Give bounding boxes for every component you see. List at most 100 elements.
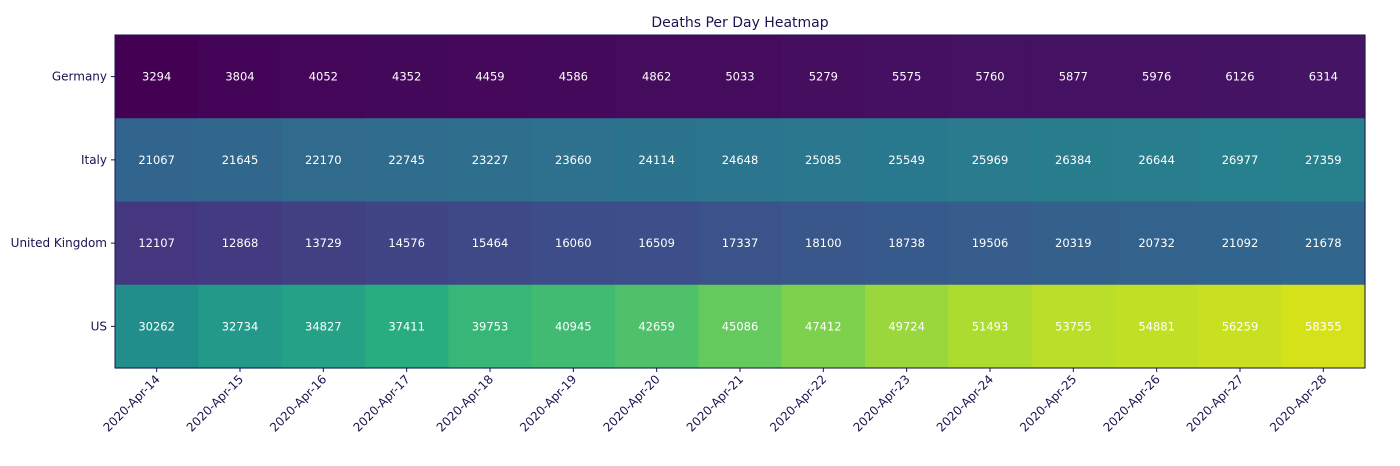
y-tick-label: Italy [81, 153, 107, 167]
cell-value-label: 20319 [1055, 236, 1092, 250]
heatmap-cell [1281, 118, 1366, 203]
heatmap-cell [781, 201, 866, 286]
heatmap-cell [365, 35, 449, 119]
cell-value-label: 5033 [725, 70, 754, 84]
cell-value-label: 21678 [1305, 236, 1342, 250]
x-tick-label: 2020-Apr-20 [600, 372, 662, 434]
heatmap-cell [1281, 35, 1366, 119]
heatmap-cell [948, 284, 1033, 369]
cell-value-label: 16060 [555, 236, 592, 250]
cell-value-label: 5976 [1142, 70, 1171, 84]
heatmap-cell [531, 35, 616, 119]
heatmap-cell [115, 284, 199, 369]
x-tick-label: 2020-Apr-15 [184, 372, 246, 434]
cell-value-label: 25549 [888, 153, 925, 167]
heatmap-cell [448, 118, 533, 203]
cell-value-label: 34827 [305, 319, 342, 333]
cell-value-label: 14576 [388, 236, 425, 250]
heatmap-cell [531, 284, 616, 369]
heatmap-cell [1198, 284, 1283, 369]
heatmap-cell [865, 35, 949, 119]
y-tick-label: US [91, 319, 107, 333]
heatmap-cell [365, 284, 449, 369]
heatmap-cell [1115, 201, 1199, 286]
heatmap-cell [1198, 35, 1283, 119]
heatmap-cell [198, 201, 283, 286]
heatmap-cell [781, 35, 866, 119]
cell-value-label: 51493 [972, 319, 1009, 333]
x-tick-label: 2020-Apr-21 [684, 372, 746, 434]
x-tick-label: 2020-Apr-18 [434, 372, 496, 434]
heatmap-cell-labels: 3294 3804 4052 4352 4459 4586 4862 5033 5279 5575… [138, 70, 1341, 334]
heatmap-cell [615, 118, 699, 203]
cell-value-label: 18100 [805, 236, 842, 250]
cell-value-label: 25969 [972, 153, 1009, 167]
x-tick-label: 2020-Apr-22 [767, 372, 829, 434]
cell-value-label: 4352 [392, 70, 421, 84]
cell-value-label: 5279 [809, 70, 838, 84]
cell-value-label: 19506 [972, 236, 1009, 250]
x-tick-label: 2020-Apr-17 [350, 372, 412, 434]
cell-value-label: 24648 [722, 153, 759, 167]
cell-value-label: 4862 [642, 70, 671, 84]
y-axis: Germany Italy United Kingdom US [11, 70, 115, 333]
cell-value-label: 23227 [472, 153, 509, 167]
heatmap-cell [1281, 201, 1366, 286]
heatmap-cell [698, 35, 783, 119]
cell-value-label: 32734 [222, 319, 259, 333]
heatmap-cell [448, 284, 533, 369]
cell-value-label: 13729 [305, 236, 342, 250]
cell-value-label: 20732 [1138, 236, 1175, 250]
heatmap-cell [1115, 35, 1199, 119]
x-tick-label: 2020-Apr-14 [100, 372, 162, 434]
heatmap-cell [865, 284, 949, 369]
cell-value-label: 56259 [1222, 319, 1259, 333]
heatmap-cell [948, 118, 1033, 203]
cell-value-label: 37411 [388, 319, 425, 333]
cell-value-label: 18738 [888, 236, 925, 250]
cell-value-label: 21645 [222, 153, 259, 167]
heatmap-cell [281, 201, 366, 286]
cell-value-label: 24114 [638, 153, 675, 167]
cell-value-label: 27359 [1305, 153, 1342, 167]
x-tick-label: 2020-Apr-23 [850, 372, 912, 434]
cell-value-label: 22170 [305, 153, 342, 167]
heatmap-cells [115, 35, 1366, 369]
heatmap-cell [615, 284, 699, 369]
cell-value-label: 39753 [472, 319, 509, 333]
heatmap-cell [1281, 284, 1366, 369]
heatmap-cell [115, 35, 199, 119]
cell-value-label: 16509 [638, 236, 675, 250]
heatmap-cell [615, 201, 699, 286]
heatmap-cell [531, 118, 616, 203]
cell-value-label: 40945 [555, 319, 592, 333]
x-tick-label: 2020-Apr-25 [1017, 372, 1079, 434]
cell-value-label: 53755 [1055, 319, 1092, 333]
cell-value-label: 47412 [805, 319, 842, 333]
heatmap-cell [198, 35, 283, 119]
cell-value-label: 49724 [888, 319, 925, 333]
heatmap-cell [281, 118, 366, 203]
heatmap-cell [865, 201, 949, 286]
heatmap-cell [198, 118, 283, 203]
cell-value-label: 5877 [1059, 70, 1088, 84]
cell-value-label: 58355 [1305, 319, 1342, 333]
heatmap-cell [615, 35, 699, 119]
heatmap-cell [781, 118, 866, 203]
y-tick-label: Germany [52, 70, 107, 84]
x-tick-label: 2020-Apr-24 [934, 372, 996, 434]
cell-value-label: 25085 [805, 153, 842, 167]
heatmap-cell [1031, 35, 1116, 119]
heatmap-cell [448, 201, 533, 286]
cell-value-label: 4052 [309, 70, 338, 84]
x-tick-label: 2020-Apr-16 [267, 372, 329, 434]
heatmap-cell [1115, 118, 1199, 203]
heatmap-cell [1031, 284, 1116, 369]
heatmap-cell [1031, 201, 1116, 286]
cell-value-label: 26384 [1055, 153, 1092, 167]
heatmap-cell [1198, 201, 1283, 286]
cell-value-label: 21067 [138, 153, 175, 167]
heatmap-cell [1031, 118, 1116, 203]
heatmap-cell [1198, 118, 1283, 203]
heatmap-cell [865, 118, 949, 203]
